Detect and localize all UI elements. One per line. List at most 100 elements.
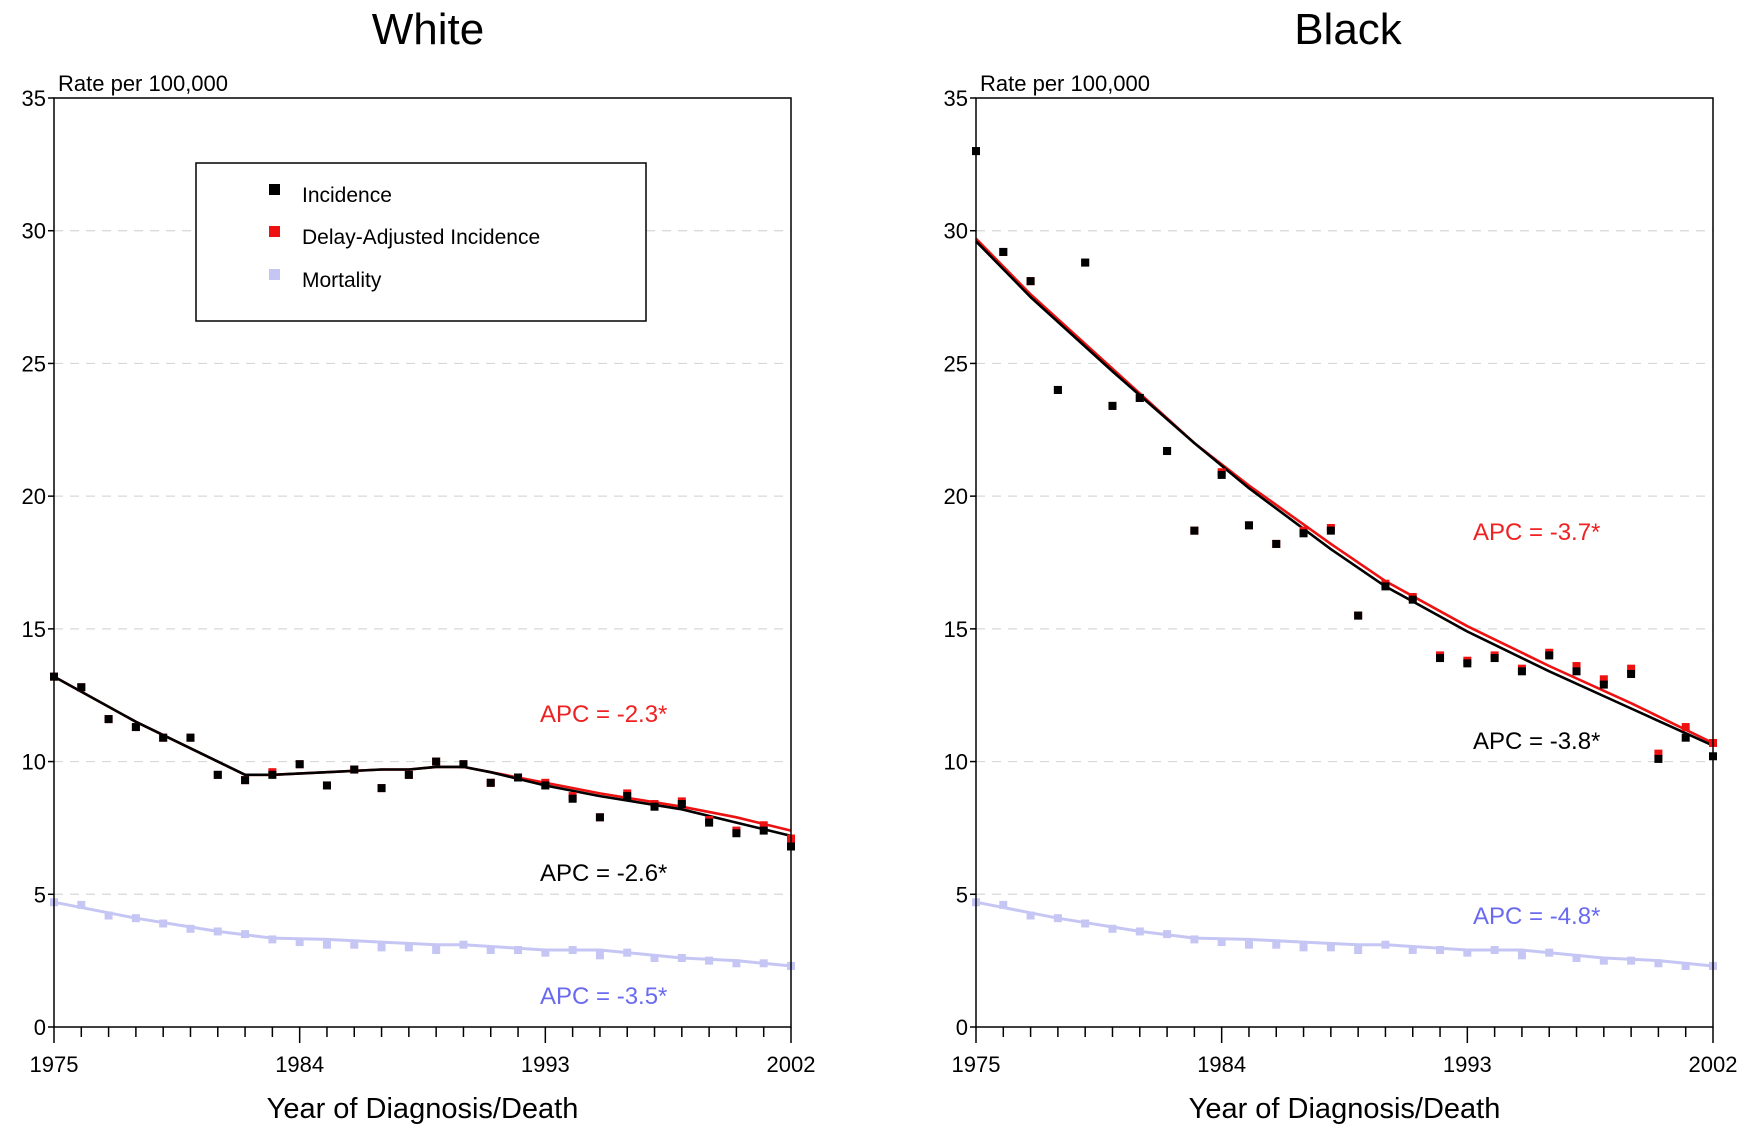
mortality-point	[268, 935, 277, 944]
incidence-point	[1354, 611, 1363, 620]
mortality-point	[759, 959, 768, 968]
apc-label: APC = -4.8*	[1473, 903, 1600, 930]
incidence-point	[241, 776, 250, 785]
apc-label: APC = -2.3*	[540, 701, 667, 728]
chart-panel-white: White 0 5 10 15 20 25 30 35 1975 1984 1993 2002 Year …	[22, 5, 816, 1125]
mortality-point	[459, 940, 468, 949]
apc-label: APC = -3.5*	[540, 983, 667, 1010]
mortality-point	[623, 948, 632, 957]
mortality-point	[1654, 959, 1663, 968]
incidence-point	[541, 781, 550, 790]
incidence-point	[268, 770, 277, 779]
mortality-point	[595, 951, 604, 960]
incidence-point	[1436, 654, 1445, 663]
mortality-point	[1108, 924, 1117, 933]
legend-label: Mortality	[302, 269, 382, 292]
chart-panel-black: Black 0 5 10 15 20 25 30 35 1975 1984 1993 2002 Year …	[944, 5, 1738, 1125]
incidence-point	[1490, 654, 1499, 663]
legend-label: Incidence	[302, 184, 392, 207]
mortality-point	[1190, 935, 1199, 944]
y-tick-label: 0	[956, 1015, 968, 1040]
x-tick-label: 2002	[1689, 1052, 1738, 1077]
incidence-point	[295, 760, 304, 769]
y-tick-label: 10	[944, 750, 968, 775]
delay-adjusted-incidence-point	[1654, 749, 1663, 758]
y-tick-label: 20	[22, 484, 46, 509]
incidence-point	[1272, 539, 1281, 548]
incidence-point	[999, 247, 1008, 256]
mortality-point	[1135, 927, 1144, 936]
x-tick-label: 1984	[1197, 1052, 1246, 1077]
x-axis-label: Year of Diagnosis/Death	[267, 1093, 579, 1125]
mortality-point	[568, 946, 577, 955]
incidence-point	[1572, 667, 1581, 676]
incidence-point	[486, 778, 495, 787]
incidence-point	[1627, 669, 1636, 678]
incidence-point	[1108, 401, 1117, 410]
mortality-point	[677, 953, 686, 962]
y-axis-label: Rate per 100,000	[980, 71, 1150, 96]
incidence-point	[459, 760, 468, 769]
incidence-point	[1244, 521, 1253, 530]
y-tick-label: 5	[34, 882, 46, 907]
incidence-point	[1517, 667, 1526, 676]
mortality-point	[77, 900, 86, 909]
mortality-point	[1272, 940, 1281, 949]
incidence-point	[514, 773, 523, 782]
incidence-point	[1299, 529, 1308, 538]
mortality-point	[1299, 943, 1308, 952]
y-tick-label: 5	[956, 882, 968, 907]
incidence-trend-line	[975, 240, 1714, 747]
y-tick-label: 15	[944, 617, 968, 642]
mortality-point	[377, 943, 386, 952]
mortality-point	[213, 927, 222, 936]
y-tick-label: 25	[22, 351, 46, 376]
delay-adjusted-incidence-point	[1627, 664, 1636, 673]
mortality-point	[1354, 946, 1363, 955]
delay-adjusted-incidence-point	[1599, 675, 1608, 684]
mortality-point	[705, 956, 714, 965]
y-tick-label: 25	[944, 351, 968, 376]
x-tick-label: 1975	[952, 1052, 1001, 1077]
incidence-point	[595, 813, 604, 822]
incidence-point	[1053, 385, 1062, 394]
incidence-point	[77, 683, 86, 692]
mortality-point	[1217, 938, 1226, 947]
mortality-point	[1681, 961, 1690, 970]
incidence-point	[1681, 733, 1690, 742]
incidence-point	[568, 794, 577, 803]
y-tick-label: 35	[944, 86, 968, 111]
incidence-point	[1599, 680, 1608, 689]
apc-label: APC = -2.6*	[540, 860, 667, 887]
mortality-point	[514, 946, 523, 955]
incidence-point	[1163, 447, 1172, 456]
incidence-point	[104, 715, 113, 724]
mortality-point	[1381, 940, 1390, 949]
mortality-point	[732, 959, 741, 968]
chart-title: White	[372, 5, 484, 54]
incidence-point	[1654, 754, 1663, 763]
y-tick-label: 10	[22, 750, 46, 775]
y-tick-label: 20	[944, 484, 968, 509]
incidence-point	[1135, 393, 1144, 402]
legend: Incidence Delay-Adjusted Incidence Mortali…	[195, 162, 647, 322]
incidence-point	[623, 792, 632, 801]
mortality-point	[241, 930, 250, 939]
delay-adjusted-incidence-trend-line	[975, 237, 1714, 745]
x-tick-label: 1993	[521, 1052, 570, 1077]
mortality-point	[1081, 919, 1090, 928]
incidence-point	[1217, 470, 1226, 479]
x-axis-label: Year of Diagnosis/Death	[1189, 1093, 1501, 1125]
incidence-trend-line	[53, 675, 792, 838]
incidence-point	[186, 733, 195, 742]
incidence-point	[213, 770, 222, 779]
mortality-point	[1545, 948, 1554, 957]
x-tick-label: 2002	[767, 1052, 816, 1077]
incidence-point	[131, 723, 140, 732]
incidence-point	[1381, 582, 1390, 591]
y-axis-label: Rate per 100,000	[58, 71, 228, 96]
delay-adjusted-incidence-point	[759, 821, 768, 830]
mortality-point	[186, 924, 195, 933]
y-tick-label: 15	[22, 617, 46, 642]
